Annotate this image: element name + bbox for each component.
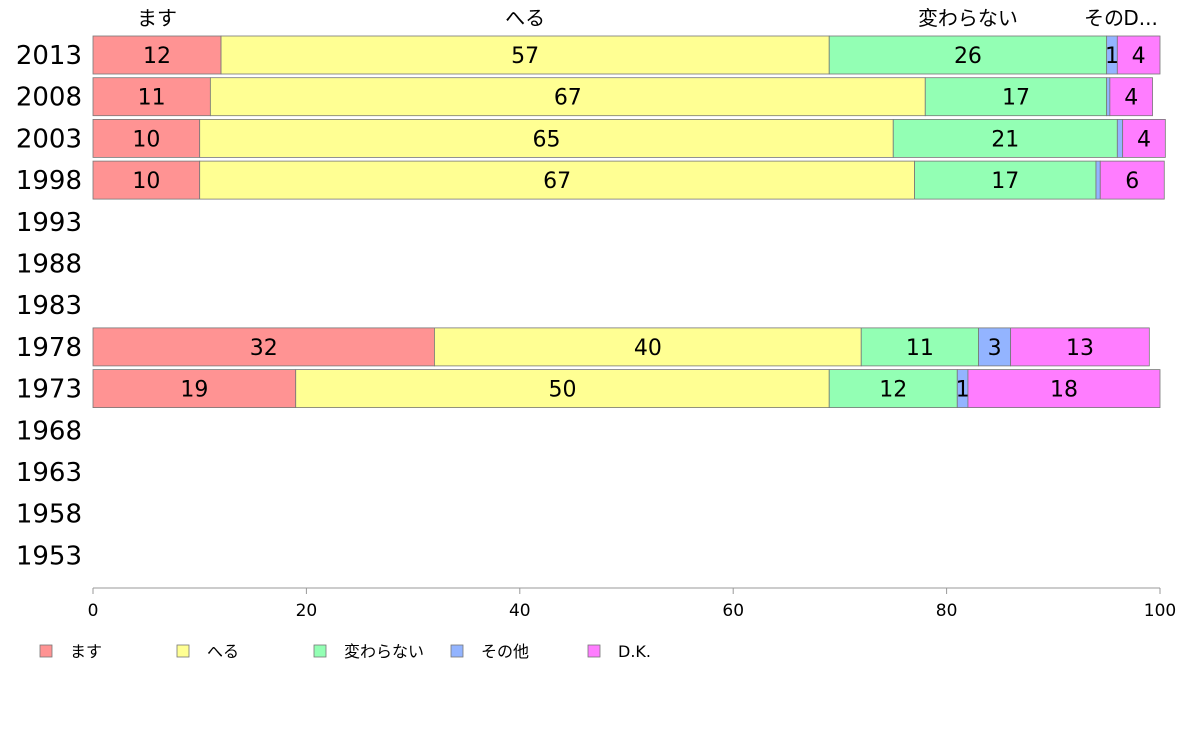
segment-value-label: 10 <box>132 169 160 194</box>
segment-value-label: 50 <box>548 378 576 403</box>
segment-value-label: 3 <box>988 336 1002 361</box>
bar-segment <box>1099 160 1165 200</box>
bar-segment <box>1109 77 1153 117</box>
bar-segment <box>92 160 201 200</box>
segment-value-label: 32 <box>250 336 278 361</box>
bar-segment <box>892 119 1118 158</box>
category-label: 2003 <box>16 124 82 154</box>
bar-segment <box>92 369 297 409</box>
segment-value-label: 4 <box>1124 86 1138 111</box>
category-label: 1998 <box>16 166 82 196</box>
category-label: 1963 <box>16 458 82 488</box>
bar-segment <box>199 160 915 200</box>
segment-value-label: 26 <box>954 44 982 69</box>
x-tick-label: 60 <box>722 601 744 621</box>
legend-label: その他 <box>481 642 529 661</box>
series-top-label: へる <box>505 6 545 30</box>
segment-value-label: 18 <box>1050 378 1078 403</box>
bar-segment <box>434 327 862 367</box>
x-tick-label: 40 <box>509 601 531 621</box>
category-label: 1993 <box>16 208 82 238</box>
category-label: 1953 <box>16 541 82 571</box>
x-tick-label: 20 <box>296 601 318 621</box>
bar-segment <box>1010 327 1150 367</box>
category-label: 1988 <box>16 250 82 280</box>
segment-value-label: 67 <box>554 86 582 111</box>
legend-label: ます <box>70 642 102 661</box>
category-label: 1968 <box>16 416 82 446</box>
segment-value-label: 1 <box>1105 44 1119 69</box>
series-top-label: その <box>1084 6 1124 30</box>
category-label: 1973 <box>16 375 82 405</box>
bar-segment <box>967 369 1161 409</box>
bar-segment <box>1116 35 1161 75</box>
segment-value-label: 65 <box>532 127 560 152</box>
segment-value-label: 12 <box>143 44 171 69</box>
segment-value-label: 11 <box>138 86 166 111</box>
segment-value-label: 11 <box>906 336 934 361</box>
bar-segment <box>92 35 222 75</box>
bar-segment <box>209 77 926 117</box>
bar-segment <box>92 77 211 117</box>
segment-value-label: 17 <box>1002 86 1030 111</box>
legend-swatch <box>450 644 464 658</box>
segment-value-label: 4 <box>1132 44 1146 69</box>
bar-segment <box>1095 160 1101 200</box>
bar-segment <box>828 35 1108 75</box>
legend-swatch <box>176 644 190 658</box>
segment-value-label: 13 <box>1066 336 1094 361</box>
series-top-label: ます <box>137 6 177 30</box>
legend-swatch <box>313 644 327 658</box>
legend-label: 変わらない <box>344 642 424 661</box>
bar-segment <box>199 119 894 158</box>
segment-value-label: 40 <box>634 336 662 361</box>
category-label: 2013 <box>16 41 82 71</box>
category-label: 2008 <box>16 83 82 113</box>
segment-value-label: 19 <box>180 378 208 403</box>
bar-segment <box>828 369 958 409</box>
bar-segment <box>924 77 1108 117</box>
bar-segment <box>1116 119 1124 158</box>
legend-swatch <box>587 644 601 658</box>
bar-segment <box>914 160 1097 200</box>
segment-value-label: 17 <box>991 169 1019 194</box>
category-label: 1983 <box>16 291 82 321</box>
series-top-label: 変わらない <box>918 6 1018 30</box>
segment-value-label: 57 <box>511 44 539 69</box>
bar-segment <box>92 119 201 158</box>
bar-segment <box>1106 77 1111 117</box>
legend-swatch <box>39 644 53 658</box>
segment-value-label: 4 <box>1137 127 1151 152</box>
bar-segment <box>860 327 980 367</box>
segment-value-label: 1 <box>956 378 970 403</box>
segment-value-label: 12 <box>879 378 907 403</box>
x-tick-label: 100 <box>1144 601 1176 621</box>
segment-value-label: 21 <box>991 127 1019 152</box>
category-label: 1978 <box>16 333 82 363</box>
segment-value-label: 67 <box>543 169 571 194</box>
bar-segment <box>1122 119 1166 158</box>
x-tick-label: 0 <box>88 601 99 621</box>
series-top-label: D... <box>1123 6 1157 30</box>
category-label: 1958 <box>16 500 82 530</box>
legend-label: D.K. <box>618 642 651 661</box>
legend-label: へる <box>207 642 239 661</box>
x-tick-label: 80 <box>936 601 958 621</box>
segment-value-label: 10 <box>132 127 160 152</box>
bar-segment <box>220 35 830 75</box>
segment-value-label: 6 <box>1125 169 1139 194</box>
